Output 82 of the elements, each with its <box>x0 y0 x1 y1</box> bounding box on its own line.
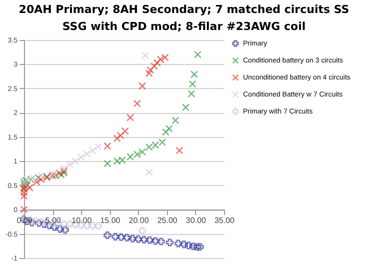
point <box>141 52 149 60</box>
point <box>174 240 182 248</box>
point <box>72 157 80 165</box>
x-tick-label: 20.00 <box>128 216 150 226</box>
point <box>121 127 129 135</box>
point <box>60 220 68 228</box>
point <box>66 160 74 168</box>
point <box>104 142 112 150</box>
point <box>184 242 192 250</box>
point <box>138 82 146 90</box>
point <box>116 132 124 140</box>
point <box>118 156 126 164</box>
point <box>126 114 134 122</box>
point <box>190 70 198 78</box>
point <box>138 148 146 156</box>
point <box>193 243 201 251</box>
point <box>133 100 141 108</box>
point <box>180 240 188 248</box>
point <box>161 54 169 62</box>
x-tick-label: 5.00 <box>45 216 62 226</box>
point <box>134 235 142 243</box>
point <box>182 104 190 112</box>
point <box>112 232 120 240</box>
point <box>60 164 68 172</box>
x-tick-label: 0.00 <box>16 216 33 226</box>
x-tick-label: 15.00 <box>100 216 121 226</box>
point <box>37 172 45 180</box>
point <box>189 242 197 250</box>
point <box>61 226 69 234</box>
x-tick-label: 25.00 <box>157 216 178 226</box>
point <box>188 80 196 88</box>
point <box>34 174 42 182</box>
point <box>123 234 131 242</box>
point <box>83 150 91 158</box>
point <box>50 223 58 231</box>
point <box>188 90 196 98</box>
point <box>166 238 174 246</box>
point <box>146 66 154 74</box>
point <box>140 236 148 244</box>
point <box>162 128 170 136</box>
point <box>138 227 146 235</box>
point <box>133 150 141 158</box>
point <box>194 50 202 58</box>
point <box>56 225 64 233</box>
point <box>104 160 112 168</box>
x-tick-label: 10.00 <box>72 216 92 226</box>
point <box>88 146 96 154</box>
point <box>156 56 164 64</box>
point <box>146 236 154 244</box>
x-tick-label: 35.00 <box>214 216 236 226</box>
point <box>196 243 204 251</box>
point <box>94 222 102 230</box>
point <box>113 134 121 142</box>
point <box>117 233 125 241</box>
point <box>152 237 160 245</box>
point <box>52 172 60 180</box>
point <box>145 70 153 78</box>
point <box>145 168 153 176</box>
point <box>104 231 112 239</box>
point <box>150 62 158 70</box>
point <box>32 217 40 225</box>
point <box>152 141 160 149</box>
point <box>48 169 56 177</box>
point <box>37 176 45 184</box>
point <box>32 178 40 186</box>
point <box>157 238 165 246</box>
point <box>145 143 153 151</box>
point <box>128 234 136 242</box>
point <box>126 152 134 161</box>
point <box>48 172 56 180</box>
point <box>176 146 184 154</box>
chart-title: 20AH Primary; 8AH Secondary; 7 matched circuits SS SSG with CPD mod; 8-filar #23AWG coil <box>18 3 350 33</box>
point <box>66 220 74 228</box>
point <box>113 157 121 165</box>
point <box>153 59 161 67</box>
point <box>77 153 85 161</box>
x-tick-label: 30.00 <box>186 216 206 226</box>
point <box>165 124 173 132</box>
point <box>88 222 96 230</box>
point <box>172 116 180 124</box>
point <box>158 138 166 146</box>
point <box>94 142 102 150</box>
